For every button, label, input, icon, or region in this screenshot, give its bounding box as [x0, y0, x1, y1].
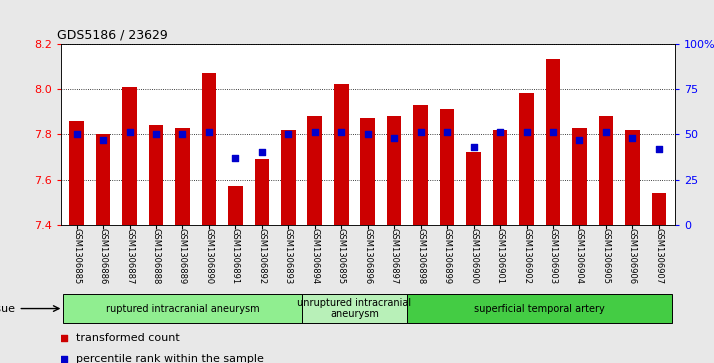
- Bar: [301, 294, 408, 323]
- Point: [97, 137, 109, 143]
- Bar: [64, 294, 301, 323]
- Point: [256, 150, 268, 155]
- Text: GSM1306889: GSM1306889: [178, 228, 187, 284]
- Bar: [122, 87, 137, 225]
- Point: [441, 130, 453, 135]
- Text: GSM1306897: GSM1306897: [390, 228, 398, 284]
- Bar: [201, 73, 216, 225]
- Bar: [69, 121, 84, 225]
- Bar: [96, 134, 111, 225]
- Point: [150, 131, 161, 137]
- Bar: [440, 109, 454, 225]
- Point: [574, 137, 585, 143]
- Bar: [652, 193, 666, 225]
- Text: GDS5186 / 23629: GDS5186 / 23629: [57, 29, 168, 42]
- Text: GSM1306906: GSM1306906: [628, 228, 637, 284]
- Bar: [625, 130, 640, 225]
- Text: GSM1306886: GSM1306886: [99, 228, 108, 285]
- Bar: [387, 116, 401, 225]
- Point: [177, 131, 188, 137]
- Point: [309, 130, 321, 135]
- Text: GSM1306887: GSM1306887: [125, 228, 134, 285]
- Bar: [413, 105, 428, 225]
- Point: [521, 130, 532, 135]
- Text: transformed count: transformed count: [76, 333, 180, 343]
- Text: GSM1306902: GSM1306902: [522, 228, 531, 284]
- Text: GSM1306895: GSM1306895: [337, 228, 346, 284]
- Text: GSM1306894: GSM1306894: [311, 228, 319, 284]
- Point: [230, 155, 241, 161]
- Point: [71, 131, 82, 137]
- Point: [388, 135, 400, 141]
- Text: GSM1306893: GSM1306893: [283, 228, 293, 284]
- Text: GSM1306892: GSM1306892: [257, 228, 266, 284]
- Text: GSM1306904: GSM1306904: [575, 228, 584, 284]
- Bar: [308, 116, 322, 225]
- Bar: [281, 130, 296, 225]
- Text: ruptured intracranial aneurysm: ruptured intracranial aneurysm: [106, 303, 259, 314]
- Bar: [175, 127, 190, 225]
- Text: GSM1306896: GSM1306896: [363, 228, 372, 284]
- Point: [415, 130, 426, 135]
- Text: GSM1306885: GSM1306885: [72, 228, 81, 284]
- Point: [362, 131, 373, 137]
- Text: GSM1306890: GSM1306890: [204, 228, 213, 284]
- Text: GSM1306907: GSM1306907: [654, 228, 663, 284]
- Point: [600, 130, 612, 135]
- Bar: [466, 152, 481, 225]
- Point: [653, 146, 665, 152]
- Bar: [408, 294, 672, 323]
- Point: [58, 356, 69, 362]
- Bar: [598, 116, 613, 225]
- Point: [336, 130, 347, 135]
- Text: GSM1306899: GSM1306899: [443, 228, 452, 284]
- Point: [547, 130, 558, 135]
- Text: unruptured intracranial
aneurysm: unruptured intracranial aneurysm: [298, 298, 411, 319]
- Text: percentile rank within the sample: percentile rank within the sample: [76, 354, 264, 363]
- Bar: [149, 125, 164, 225]
- Bar: [228, 187, 243, 225]
- Bar: [519, 93, 534, 225]
- Text: GSM1306891: GSM1306891: [231, 228, 240, 284]
- Text: GSM1306901: GSM1306901: [496, 228, 505, 284]
- Bar: [255, 159, 269, 225]
- Text: superficial temporal artery: superficial temporal artery: [474, 303, 605, 314]
- Point: [203, 130, 215, 135]
- Bar: [545, 60, 560, 225]
- Text: GSM1306898: GSM1306898: [416, 228, 425, 284]
- Text: GSM1306888: GSM1306888: [151, 228, 161, 285]
- Text: tissue: tissue: [0, 303, 16, 314]
- Point: [494, 130, 506, 135]
- Point: [627, 135, 638, 141]
- Point: [124, 130, 135, 135]
- Bar: [361, 118, 375, 225]
- Text: GSM1306903: GSM1306903: [548, 228, 558, 284]
- Text: GSM1306905: GSM1306905: [601, 228, 610, 284]
- Bar: [572, 127, 587, 225]
- Point: [58, 335, 69, 340]
- Text: GSM1306900: GSM1306900: [469, 228, 478, 284]
- Bar: [493, 130, 508, 225]
- Point: [283, 131, 294, 137]
- Bar: [334, 84, 348, 225]
- Point: [468, 144, 479, 150]
